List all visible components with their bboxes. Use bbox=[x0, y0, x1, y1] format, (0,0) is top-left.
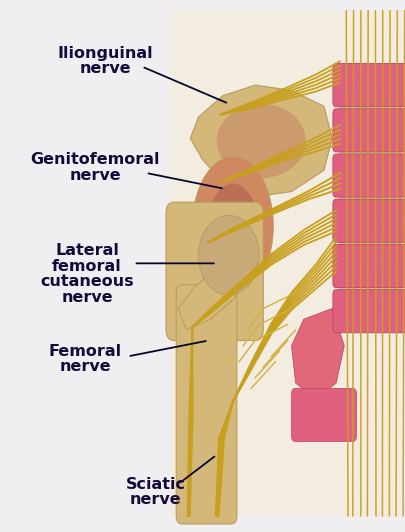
Ellipse shape bbox=[192, 157, 273, 295]
FancyBboxPatch shape bbox=[333, 109, 405, 152]
Text: Genitofemoral
nerve: Genitofemoral nerve bbox=[30, 152, 160, 183]
FancyBboxPatch shape bbox=[292, 388, 356, 442]
Text: Femoral
nerve: Femoral nerve bbox=[49, 344, 122, 375]
FancyBboxPatch shape bbox=[333, 200, 405, 243]
FancyBboxPatch shape bbox=[333, 245, 405, 287]
Ellipse shape bbox=[217, 104, 306, 178]
FancyBboxPatch shape bbox=[170, 11, 401, 516]
FancyBboxPatch shape bbox=[333, 64, 405, 106]
Polygon shape bbox=[178, 255, 243, 330]
Text: Ilionguinal
nerve: Ilionguinal nerve bbox=[58, 46, 153, 77]
FancyBboxPatch shape bbox=[339, 101, 402, 114]
Polygon shape bbox=[292, 309, 344, 399]
FancyBboxPatch shape bbox=[339, 237, 402, 250]
FancyBboxPatch shape bbox=[339, 146, 402, 160]
FancyBboxPatch shape bbox=[176, 285, 237, 524]
Circle shape bbox=[198, 215, 259, 295]
FancyBboxPatch shape bbox=[166, 202, 263, 340]
Ellipse shape bbox=[207, 184, 259, 279]
FancyBboxPatch shape bbox=[333, 154, 405, 197]
Text: Lateral
femoral
cutaneous
nerve: Lateral femoral cutaneous nerve bbox=[40, 243, 134, 305]
FancyBboxPatch shape bbox=[339, 192, 402, 205]
Text: Sciatic
nerve: Sciatic nerve bbox=[126, 477, 186, 508]
FancyBboxPatch shape bbox=[333, 290, 405, 333]
FancyBboxPatch shape bbox=[339, 282, 402, 295]
Polygon shape bbox=[190, 85, 332, 197]
